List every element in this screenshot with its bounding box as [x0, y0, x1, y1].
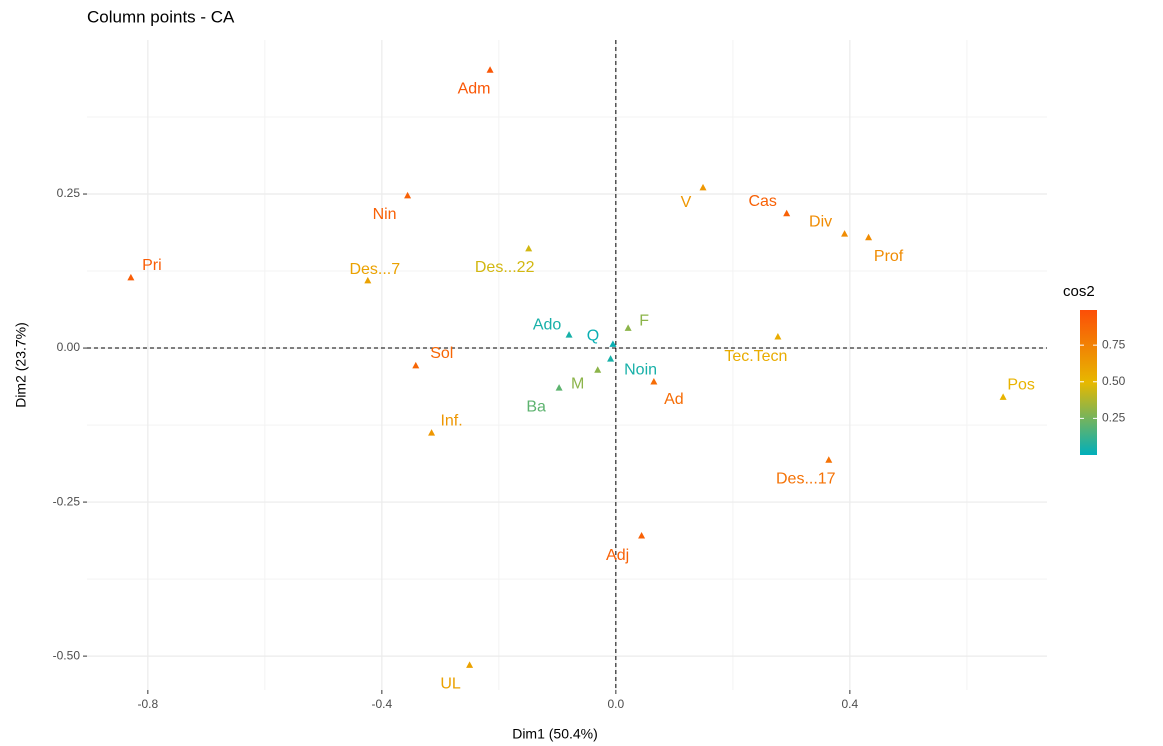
point-label: M: [571, 375, 584, 392]
point: [825, 456, 833, 463]
x-tick-label: -0.8: [137, 697, 158, 711]
x-tick-label: 0.4: [842, 697, 859, 711]
y-tick-label: -0.25: [53, 494, 81, 508]
point: [364, 276, 372, 284]
x-tick-label: 0.0: [608, 697, 625, 711]
point-label: Q: [587, 328, 599, 345]
point-label: F: [639, 313, 649, 330]
point: [865, 233, 873, 241]
point-label: Ado: [533, 316, 562, 333]
point: [783, 209, 791, 217]
point-label: Des...7: [349, 261, 400, 278]
point-label: Noin: [624, 361, 657, 378]
point: [412, 361, 420, 369]
point: [650, 377, 658, 385]
point: [127, 273, 135, 281]
point: [525, 244, 533, 252]
point: [404, 191, 412, 199]
point-label: Inf.: [440, 412, 462, 429]
point-label: Ba: [526, 398, 546, 415]
point-label: Adj: [606, 547, 629, 564]
point-label: Adm: [458, 80, 491, 97]
point: [624, 324, 632, 331]
legend-title: cos2: [1063, 283, 1095, 300]
point-label: Cas: [748, 193, 776, 210]
point: [609, 340, 617, 347]
y-tick-label: 0.00: [57, 340, 81, 354]
point: [594, 366, 602, 373]
legend-tick-label: 0.75: [1102, 337, 1126, 351]
y-tick-label: 0.25: [57, 186, 81, 200]
point-label: Div: [809, 213, 832, 230]
point-label: Sol: [430, 345, 453, 362]
y-axis-label: Dim2 (23.7%): [13, 322, 29, 408]
legend-colorbar: [1080, 310, 1097, 455]
point-label: Ad: [664, 391, 684, 408]
point: [999, 393, 1007, 400]
point: [699, 183, 707, 191]
point: [555, 384, 563, 391]
x-axis-label: Dim1 (50.4%): [512, 726, 598, 742]
point: [638, 531, 646, 539]
point-label: Tec.Tecn: [724, 348, 787, 365]
point-label: Pri: [142, 257, 162, 274]
point: [428, 429, 436, 436]
point: [486, 66, 494, 73]
point-label: UL: [440, 676, 461, 693]
point: [466, 661, 474, 668]
point-label: V: [681, 194, 692, 211]
legend-tick-label: 0.50: [1102, 374, 1126, 388]
point: [607, 355, 615, 362]
y-tick-label: -0.50: [53, 648, 81, 662]
point-label: Nin: [373, 206, 397, 223]
point-label: Des...17: [776, 470, 836, 487]
x-tick-label: -0.4: [372, 697, 393, 711]
legend-tick-label: 0.25: [1102, 411, 1126, 425]
point: [774, 332, 782, 340]
point-label: Prof: [874, 248, 904, 265]
point-label: Des...22: [475, 259, 535, 276]
point: [841, 230, 849, 237]
point-label: Pos: [1007, 377, 1035, 394]
chart-title: Column points - CA: [87, 7, 235, 26]
point: [565, 331, 573, 338]
